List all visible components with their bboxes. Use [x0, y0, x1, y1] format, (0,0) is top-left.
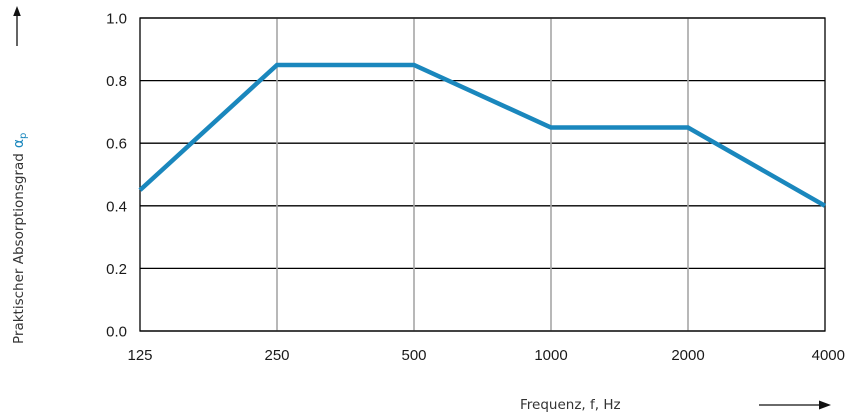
y-tick-label: 0.2: [106, 261, 127, 278]
y-tick-label: 0.8: [106, 73, 127, 90]
y-axis-arrow: [13, 6, 21, 46]
svg-text:Praktischer Absorptionsgradαp: Praktischer Absorptionsgrad αp: [11, 133, 29, 344]
y-tick-label: 0.6: [106, 136, 127, 153]
y-axis-label: Praktischer Absorptionsgrad: [11, 153, 27, 344]
series-line-0: [138, 62, 827, 208]
y-tick-label: 1.0: [106, 11, 127, 28]
x-tick-label: 125: [127, 347, 152, 364]
y-tick-labels: 0.0 0.2 0.4 0.6 0.8 1.0: [106, 11, 127, 341]
grid: [140, 17, 825, 332]
x-tick-labels: 125 250 500 1000 2000 4000: [127, 347, 845, 364]
y-axis-label-group: Praktischer Absorptionsgrad αp: [11, 133, 29, 344]
x-tick-label: 250: [264, 347, 289, 364]
x-axis-label: Frequenz, f, Hz: [520, 397, 621, 413]
series-group: [138, 62, 827, 208]
x-tick-label: 500: [401, 347, 426, 364]
y-tick-label: 0.4: [106, 198, 127, 215]
y-axis-symbol-subscript: p: [18, 133, 29, 139]
x-tick-label: 1000: [534, 347, 567, 364]
y-axis-symbol: α: [11, 139, 27, 148]
plot-frame: [139, 17, 826, 332]
x-tick-label: 2000: [671, 347, 704, 364]
x-axis-arrow: [759, 400, 831, 410]
y-tick-label: 0.0: [106, 324, 127, 341]
x-tick-label: 4000: [812, 347, 845, 364]
